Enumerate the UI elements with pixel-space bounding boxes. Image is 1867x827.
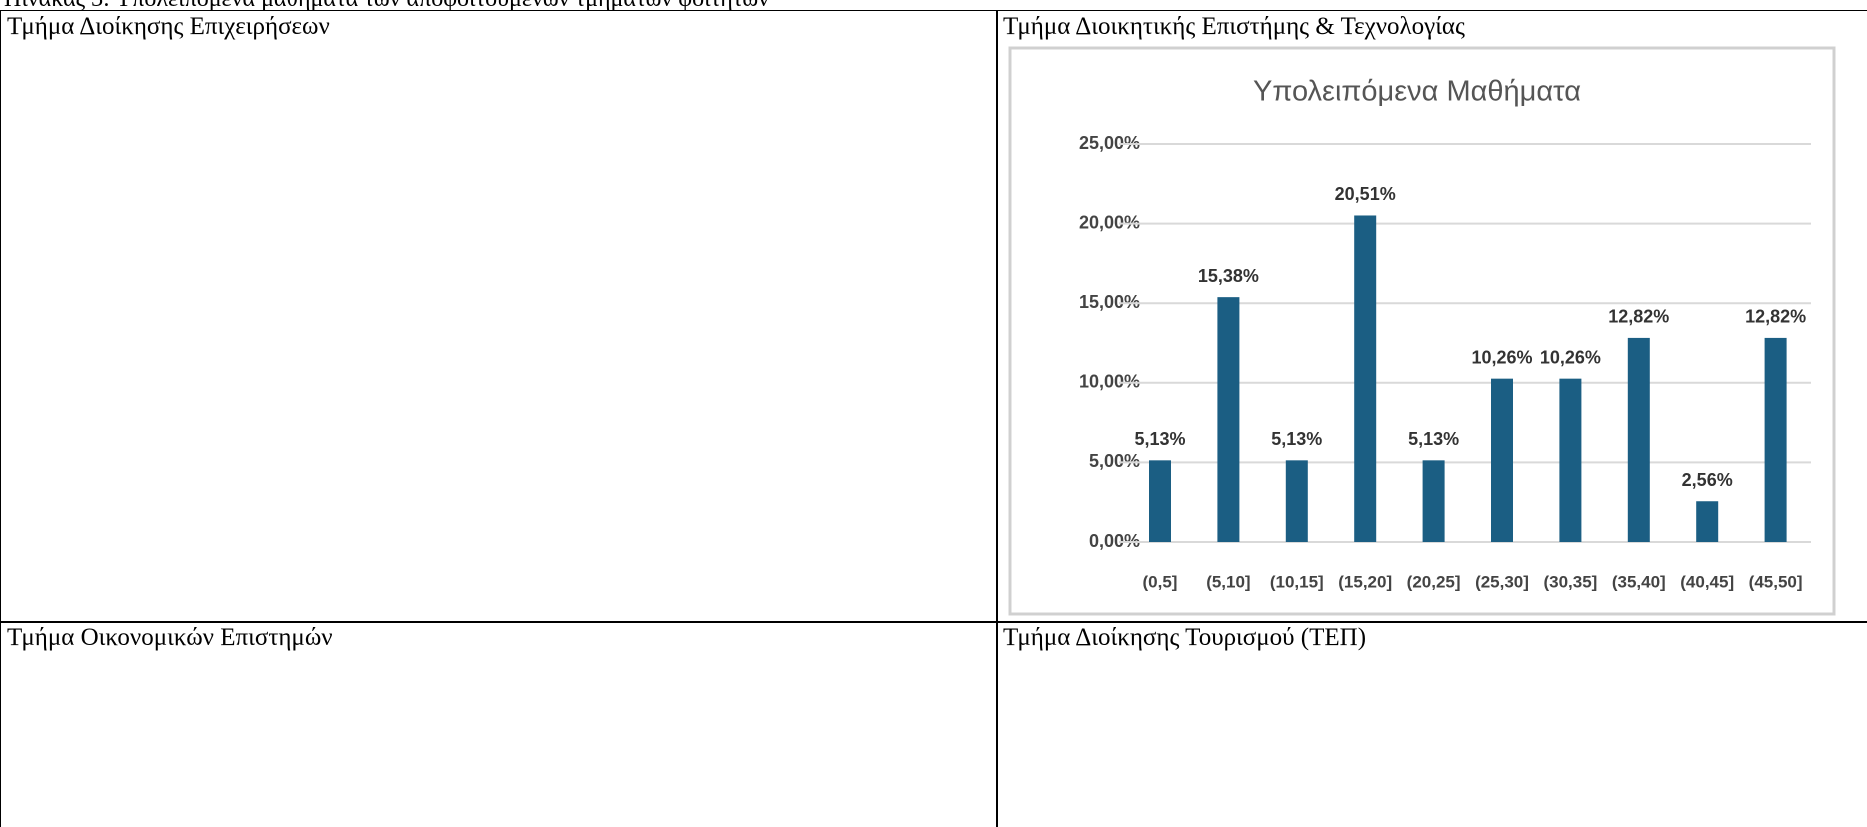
x-tick-label: (5,10] [1206, 572, 1250, 591]
x-tick-label: (30,35] [1543, 572, 1597, 591]
y-tick-label: 20,00% [1079, 212, 1140, 232]
data-label: 10,26% [1540, 347, 1601, 367]
y-tick-label: 10,00% [1079, 372, 1140, 392]
bar [1696, 501, 1719, 542]
data-label: 15,38% [1198, 266, 1259, 286]
x-tick-label: (0,5] [1143, 572, 1178, 591]
bar [1285, 460, 1308, 542]
y-tick-label: 0,00% [1089, 531, 1140, 551]
table-cell: Τμήμα Οικονομικών Επιστημών [0, 621, 998, 827]
x-tick-label: (40,45] [1680, 572, 1734, 591]
data-label: 5,13% [1271, 429, 1322, 449]
bar [1764, 337, 1787, 542]
data-label: 5,13% [1408, 429, 1459, 449]
x-tick-label: (25,30] [1475, 572, 1529, 591]
table-cell: Τμήμα Διοίκησης Τουρισμού (ΤΕΠ) [996, 621, 1867, 827]
x-tick-label: (20,25] [1407, 572, 1461, 591]
bar [1354, 215, 1377, 542]
data-label: 20,51% [1335, 184, 1396, 204]
x-tick-label: (10,15] [1270, 572, 1324, 591]
y-tick-label: 15,00% [1079, 292, 1140, 312]
caption: Πίνακας 3: Υπολειπόμενα μαθήματα των απο… [4, 0, 769, 13]
bar [1491, 378, 1513, 542]
bar [1559, 378, 1582, 542]
bar [1627, 337, 1650, 542]
bar [1217, 297, 1240, 542]
data-label: 5,13% [1134, 429, 1185, 449]
chart-title: Υπολειπόμενα Μαθήματα [1253, 76, 1581, 108]
y-tick-label: 5,00% [1089, 451, 1140, 471]
x-tick-label: (15,20] [1338, 572, 1392, 591]
y-tick-label: 25,00% [1079, 133, 1140, 153]
data-label: 2,56% [1682, 470, 1733, 490]
bar [1422, 460, 1445, 542]
data-label: 12,82% [1745, 307, 1806, 327]
x-tick-label: (45,50] [1749, 572, 1803, 591]
table-cell: Τμήμα Διοικητικής Επιστήμης & Τεχνολογία… [996, 10, 1867, 623]
table-cell: Τμήμα Διοίκησης Επιχειρήσεων [0, 10, 998, 623]
data-label: 12,82% [1608, 307, 1669, 327]
bar [1149, 460, 1171, 542]
x-tick-label: (35,40] [1612, 572, 1666, 591]
data-label: 10,26% [1471, 347, 1532, 367]
